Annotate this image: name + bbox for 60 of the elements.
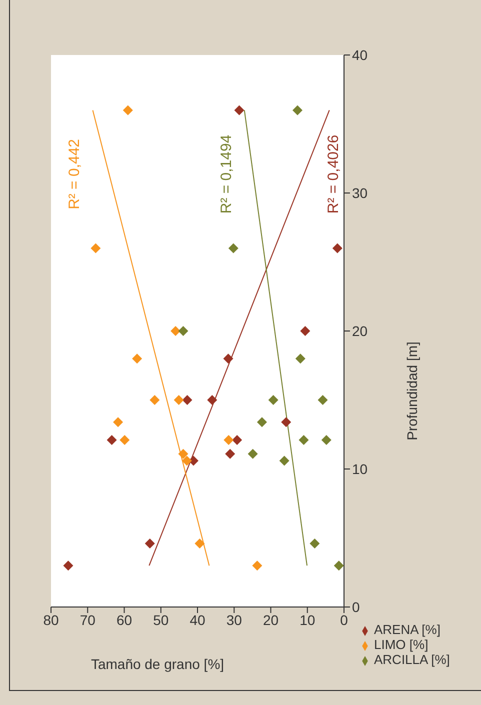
point (178, 326, 188, 336)
point (232, 435, 242, 446)
point (194, 538, 205, 549)
point (150, 395, 160, 405)
point (268, 395, 278, 405)
point (334, 560, 344, 571)
point (321, 435, 332, 446)
y-tick-label: 40 (352, 46, 368, 63)
point (223, 354, 234, 364)
point (298, 435, 309, 446)
annotation: R² = 0,442 (66, 138, 84, 210)
point (90, 243, 101, 254)
point (300, 326, 310, 336)
annotation: R² = 0,1494 (218, 134, 235, 214)
point (144, 538, 155, 549)
annotation: R² = 0,4026 (324, 134, 342, 214)
y-tick-label: 20 (352, 322, 368, 339)
point (281, 417, 292, 428)
x-tick-label: 10 (300, 612, 316, 628)
point (332, 243, 342, 254)
x-tick-label: 20 (262, 612, 279, 628)
x-tick-label: 30 (226, 612, 242, 628)
x-tick-label: 0 (340, 612, 348, 628)
point (256, 417, 267, 428)
x-tick-label: 80 (43, 612, 59, 628)
point (174, 395, 184, 405)
point (234, 105, 244, 116)
y-tick-label: 0 (352, 598, 360, 615)
point (318, 395, 328, 405)
point (170, 326, 181, 336)
x-tick-label: 50 (153, 612, 169, 628)
point (106, 435, 117, 446)
point (182, 395, 192, 405)
y-axis-title: Profundidad [m] (404, 342, 420, 440)
point (182, 456, 192, 466)
point (178, 448, 188, 459)
point (310, 538, 320, 549)
y-tick-label: 30 (352, 184, 368, 201)
x-axis-title: Tamaño de grano [%] (90, 656, 224, 672)
x-tick-label: 70 (80, 612, 96, 628)
x-tick-label: 60 (116, 612, 132, 628)
point (207, 395, 218, 405)
point (113, 417, 124, 428)
legend-label: LIMO [%] (374, 637, 428, 652)
y-tick-label: 10 (352, 460, 368, 477)
point (292, 105, 302, 116)
point (252, 560, 262, 571)
legend-label: ARENA [%] (374, 622, 440, 637)
x-tick-label: 40 (190, 612, 206, 628)
point (132, 354, 142, 364)
point (122, 105, 133, 116)
legend-label: ARCILLA [%] (374, 652, 450, 667)
point (248, 448, 258, 459)
point (279, 456, 290, 466)
point (295, 354, 306, 364)
point (224, 435, 234, 446)
point (228, 243, 238, 254)
point (63, 560, 74, 571)
point (120, 435, 130, 446)
point (225, 448, 236, 459)
